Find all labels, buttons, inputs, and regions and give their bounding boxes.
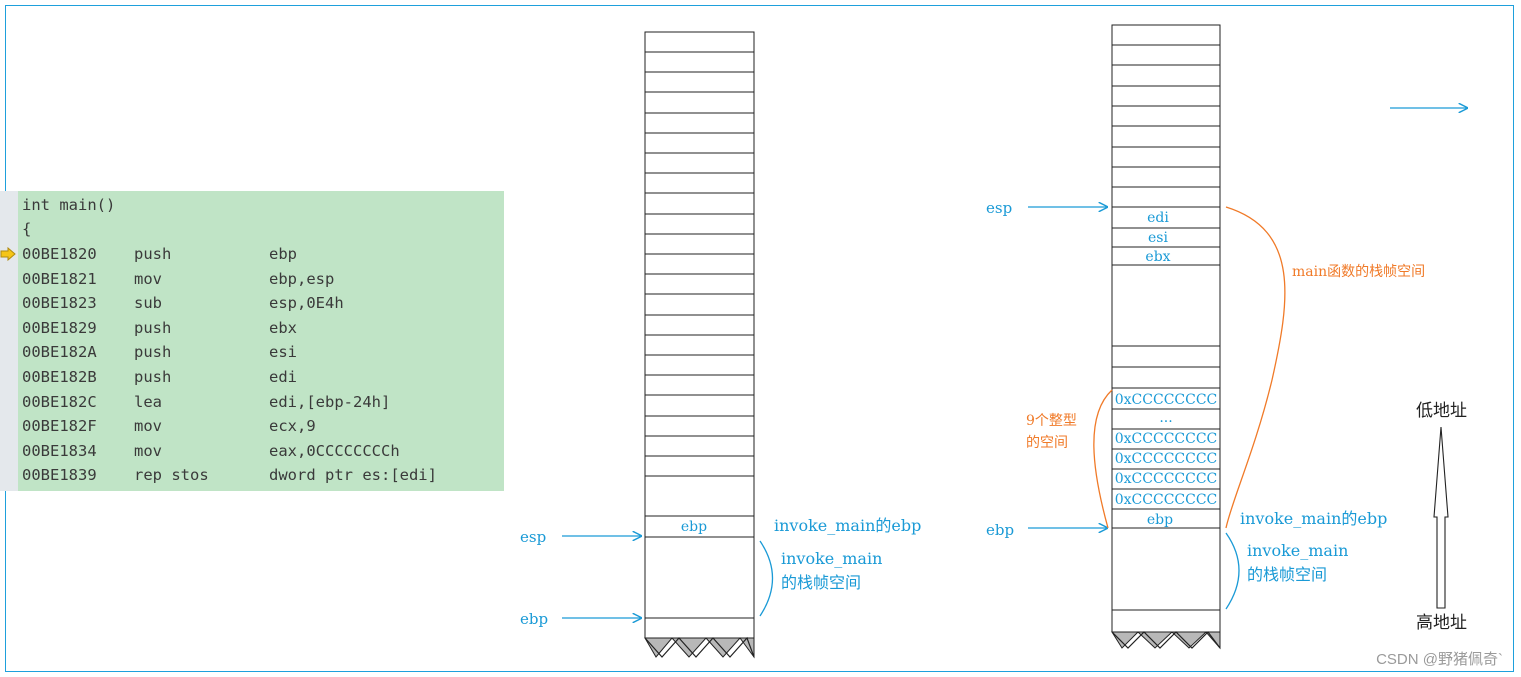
code-line-op: push	[134, 318, 172, 337]
stack-2-slots	[1112, 44, 1220, 611]
code-line-addr: 00BE1829	[22, 318, 97, 337]
stack-2-ebp-cell: ebp	[1147, 512, 1173, 528]
stack-2-ints-brace	[1093, 389, 1113, 529]
code-line-args: ecx,9	[269, 417, 316, 436]
code-line-args: edi	[269, 368, 297, 386]
code-line-addr: 00BE1823	[22, 294, 97, 313]
stack-2-main-frame-note: main函数的栈帧空间	[1292, 264, 1425, 280]
code-line-args: ebp,esp	[269, 269, 335, 288]
code-gutter	[0, 191, 18, 491]
code-line-addr: 00BE182F	[22, 417, 97, 436]
stack-1-esp-label: esp	[520, 528, 546, 546]
stack-1-slots	[645, 51, 754, 619]
code-line-op: sub	[134, 294, 162, 313]
stack-2-frame-note-line2: 的栈帧空间	[1247, 565, 1327, 584]
stack-2-saved-ebp-note: invoke_main的ebp	[1240, 509, 1387, 528]
code-line-addr: 00BE1821	[22, 269, 97, 288]
code-function-signature: int main()	[22, 196, 116, 214]
code-line-args: eax,0CCCCCCCCh	[269, 441, 400, 460]
stack-2-cc-cell-3: 0xCCCCCCCC	[1115, 451, 1218, 467]
code-line-addr: 00BE182C	[22, 392, 97, 411]
address-axis: 低地址 高地址	[1416, 401, 1467, 633]
code-line-args: ebx	[269, 318, 297, 337]
stack-2-esi-cell: esi	[1148, 230, 1168, 246]
stack-1-ebp-cell: ebp	[681, 519, 707, 535]
stack-1-ebp-label: ebp	[520, 610, 548, 628]
code-line-addr: 00BE1834	[22, 441, 97, 460]
code-line-addr: 00BE182A	[22, 343, 97, 362]
stack-2-cc-cell-2: 0xCCCCCCCC	[1115, 431, 1218, 447]
stack-2-frame-note-line1: invoke_main	[1247, 541, 1348, 560]
stack-2-ints-note-line2: 的空间	[1026, 435, 1068, 451]
high-address-label: 高地址	[1416, 613, 1467, 633]
code-line-op: push	[134, 343, 172, 362]
code-line-args: dword ptr es:[edi]	[269, 466, 437, 485]
watermark: CSDN @野猪佩奇`	[1376, 651, 1503, 668]
code-line-args: ebp	[269, 245, 297, 263]
code-line-op: mov	[134, 269, 162, 288]
stack-1-saved-ebp-note: invoke_main的ebp	[774, 516, 921, 535]
code-line-op: push	[134, 245, 172, 263]
stack-1-bottom-break	[644, 637, 755, 659]
code-line-addr: 00BE1839	[22, 466, 97, 485]
code-line-op: mov	[134, 441, 162, 460]
code-line-addr: 00BE1820	[22, 245, 97, 263]
stack-2-edi-cell: edi	[1147, 210, 1169, 226]
stack-2-cc-cell-1: 0xCCCCCCCC	[1115, 392, 1218, 408]
stack-2-outline	[1111, 24, 1221, 633]
stack-2-ellipsis-cell: ...	[1159, 410, 1172, 426]
code-line-args: esp,0E4h	[269, 294, 344, 313]
code-line-addr: 00BE182B	[22, 368, 97, 386]
code-open-brace: {	[22, 220, 32, 238]
stack-2-frame-brace	[1225, 532, 1240, 610]
code-line-op: lea	[134, 392, 162, 411]
stack-2-cc-cell-5: 0xCCCCCCCC	[1115, 492, 1218, 508]
stack-2-cc-cell-4: 0xCCCCCCCC	[1115, 471, 1218, 487]
stack-2-bottom-break	[1111, 631, 1221, 650]
stack-1-frame-brace	[759, 540, 774, 617]
code-line-args: edi,[ebp-24h]	[269, 392, 391, 411]
low-address-label: 低地址	[1416, 401, 1467, 421]
code-line-op: rep stos	[134, 466, 209, 485]
stack-2-ebx-cell: ebx	[1145, 249, 1170, 265]
stack-1-frame-note-line2: 的栈帧空间	[781, 573, 861, 592]
stack-2-esp-label: esp	[986, 199, 1012, 217]
up-arrow-icon	[1433, 426, 1449, 609]
stack-2-ints-note-line1: 9个整型	[1026, 413, 1077, 429]
stack-2-ebp-label: ebp	[986, 521, 1014, 539]
stack-1: ebp esp ebp invoke_main的ebp invoke_main …	[520, 31, 921, 659]
code-line-op: push	[134, 368, 172, 386]
code-line-op: mov	[134, 417, 162, 436]
stack-2-main-frame-brace	[1225, 206, 1286, 529]
disassembly-panel	[18, 191, 504, 491]
stack-2: edi esi ebx 0xCCCCCCCC ... 0xCCCCCCCC 0x…	[986, 24, 1425, 650]
code-line-args: esi	[269, 343, 297, 362]
stack-1-frame-note-line1: invoke_main	[781, 549, 882, 568]
current-instruction-arrow-icon	[0, 247, 16, 261]
